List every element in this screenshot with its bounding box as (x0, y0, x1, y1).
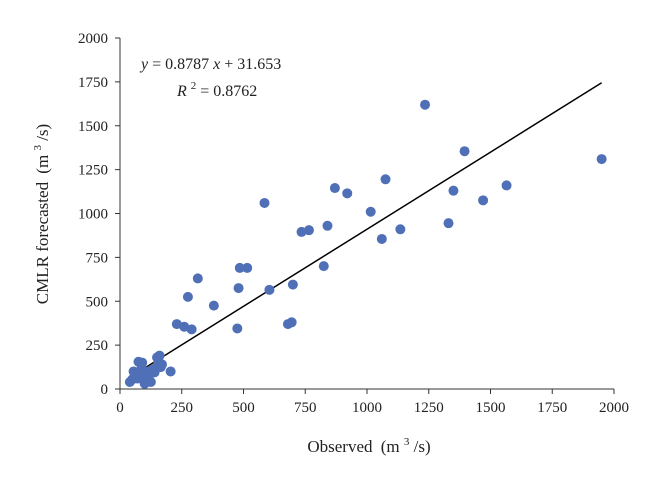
data-point (443, 218, 454, 229)
y-axis-title-unit-exp: 3 (32, 145, 44, 151)
x-tick-label: 0 (116, 400, 124, 416)
data-point (322, 220, 333, 231)
y-tick-label: 500 (86, 294, 109, 310)
y-tick-label: 750 (86, 250, 109, 266)
data-point (376, 233, 387, 244)
x-tick-label: 250 (171, 400, 194, 416)
y-tick-label: 250 (86, 338, 109, 354)
data-point (137, 357, 148, 368)
equation-rest: + 31.653 (224, 56, 281, 73)
equation-eq: = 0.8787 (152, 56, 209, 73)
data-point (448, 185, 459, 196)
y-tick-label: 0 (101, 382, 109, 398)
data-point (186, 324, 197, 335)
data-point (395, 224, 406, 235)
plot-area: 0 250 500 750 1000 1250 1500 1750 2000 0 250 500 750… (78, 31, 629, 416)
data-point (232, 323, 243, 334)
data-point (380, 174, 391, 185)
regression-equation: y = 0.8787 x + 31.653 (139, 56, 281, 73)
data-point (182, 291, 193, 302)
data-point (286, 317, 297, 328)
equation-y: y (139, 56, 149, 73)
data-point (208, 300, 219, 311)
y-axis-title: CMLR forecasted (m 3 /s) (26, 124, 52, 304)
data-point (365, 206, 376, 217)
data-point (242, 262, 253, 273)
data-point (459, 146, 470, 157)
data-point (318, 261, 329, 272)
x-axis-title-text: Observed (307, 437, 373, 456)
x-axis-title-unit-tail: /s) (414, 437, 431, 456)
y-tick-label: 1750 (78, 75, 108, 91)
data-point (154, 350, 165, 361)
data-point (287, 279, 298, 290)
data-point (145, 376, 156, 387)
x-axis-title: Observed (m 3 /s) (307, 430, 430, 456)
data-point (501, 180, 512, 191)
data-point (264, 284, 275, 295)
x-tick-label: 1750 (537, 400, 567, 416)
data-point (329, 183, 340, 194)
data-point (596, 154, 607, 165)
y-tick-label: 2000 (78, 31, 108, 47)
x-tick-label: 750 (294, 400, 317, 416)
y-tick-label: 1500 (78, 119, 108, 135)
data-point (156, 359, 167, 370)
x-tick-label: 1250 (414, 400, 444, 416)
r2-exp: 2 (191, 80, 197, 92)
x-axis-title-unit: (m (381, 437, 400, 456)
r2-value: = 0.8762 (200, 83, 257, 100)
r-squared-label: R 2 = 0.8762 (176, 76, 257, 100)
data-point (165, 366, 176, 377)
y-axis-title-text: CMLR forecasted (33, 181, 52, 304)
y-tick-label: 1000 (78, 207, 108, 223)
x-tick-label: 1000 (352, 400, 382, 416)
data-point (233, 283, 244, 294)
equation-x: x (212, 56, 220, 73)
x-tick-label: 2000 (599, 400, 629, 416)
data-point (259, 197, 270, 208)
data-point (420, 99, 431, 110)
x-tick-label: 1500 (476, 400, 506, 416)
data-point (234, 262, 245, 273)
data-point (192, 273, 203, 284)
y-tick-label: 1250 (78, 163, 108, 179)
x-axis-title-unit-exp: 3 (404, 436, 410, 448)
data-point (478, 195, 489, 206)
x-tick-label: 500 (232, 400, 255, 416)
r2-symbol: R (176, 83, 187, 100)
data-point (342, 188, 353, 199)
regression-line (129, 82, 603, 378)
y-axis-title-unit-tail: /s) (33, 124, 52, 141)
y-axis-title-unit: (m (33, 155, 52, 174)
data-point (303, 225, 314, 236)
